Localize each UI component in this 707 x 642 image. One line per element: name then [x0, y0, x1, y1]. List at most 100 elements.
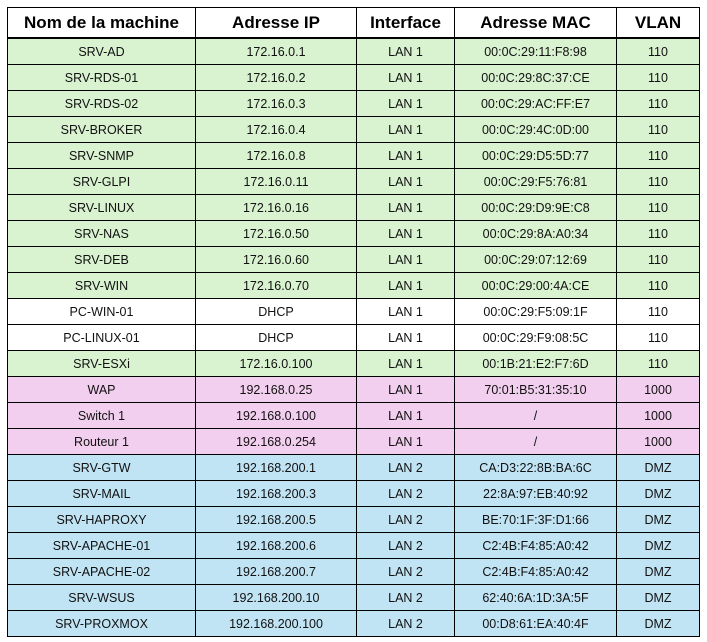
network-inventory: Nom de la machine Adresse IP Interface A…	[7, 7, 700, 637]
cell-interface: LAN 2	[356, 610, 455, 637]
cell-mac-address: 00:0C:29:4C:0D:00	[454, 116, 617, 143]
cell-interface: LAN 2	[356, 506, 455, 533]
cell-interface: LAN 1	[356, 350, 455, 377]
cell-ip-address: 192.168.200.10	[195, 584, 357, 611]
cell-ip-address: 192.168.200.5	[195, 506, 357, 533]
cell-ip-address: DHCP	[195, 324, 357, 351]
table-row: SRV-WIN 172.16.0.70 LAN 1 00:0C:29:00:4A:CE…	[7, 272, 700, 299]
cell-ip-address: 192.168.200.7	[195, 558, 357, 585]
cell-machine-name: PC-LINUX-01	[7, 324, 196, 351]
cell-machine-name: SRV-PROXMOX	[7, 610, 196, 637]
table-row: SRV-GTW 192.168.200.1 LAN 2 CA:D3:22:8B:BA:…	[7, 454, 700, 481]
cell-mac-address: 00:0C:29:D5:5D:77	[454, 142, 617, 169]
cell-mac-address: 00:0C:29:07:12:69	[454, 246, 617, 273]
table-row: Switch 1 192.168.0.100 LAN 1/1000	[7, 402, 700, 429]
cell-interface: LAN 1	[356, 376, 455, 403]
cell-ip-address: 172.16.0.100	[195, 350, 357, 377]
cell-vlan: 110	[616, 298, 700, 325]
table-row: SRV-RDS-01 172.16.0.2 LAN 1 00:0C:29:8C:37:…	[7, 64, 700, 91]
cell-machine-name: SRV-GTW	[7, 454, 196, 481]
cell-machine-name: SRV-AD	[7, 37, 196, 65]
cell-ip-address: 172.16.0.50	[195, 220, 357, 247]
table-row: SRV-MAIL 192.168.200.3 LAN 2 22:8A:97:EB:40…	[7, 480, 700, 507]
cell-mac-address: 00:0C:29:8A:A0:34	[454, 220, 617, 247]
table-row: SRV-RDS-02 172.16.0.3 LAN 1 00:0C:29:AC:FF:…	[7, 90, 700, 117]
header-vlan: VLAN	[616, 7, 700, 39]
cell-ip-address: 192.168.0.25	[195, 376, 357, 403]
cell-mac-address: 70:01:B5:31:35:10	[454, 376, 617, 403]
cell-vlan: 110	[616, 116, 700, 143]
cell-vlan: 110	[616, 37, 700, 65]
table-row: PC-LINUX-01 DHCP LAN 1 00:0C:29:F9:08:5C 110	[7, 324, 700, 351]
cell-vlan: 110	[616, 142, 700, 169]
cell-mac-address: C2:4B:F4:85:A0:42	[454, 532, 617, 559]
cell-ip-address: 192.168.200.100	[195, 610, 357, 637]
cell-mac-address: 00:0C:29:F9:08:5C	[454, 324, 617, 351]
cell-machine-name: SRV-HAPROXY	[7, 506, 196, 533]
cell-ip-address: 172.16.0.3	[195, 90, 357, 117]
header-mac-address: Adresse MAC	[454, 7, 617, 39]
header-interface: Interface	[356, 7, 455, 39]
cell-ip-address: 172.16.0.11	[195, 168, 357, 195]
cell-mac-address: 00:0C:29:8C:37:CE	[454, 64, 617, 91]
header-ip-address: Adresse IP	[195, 7, 357, 39]
cell-interface: LAN 2	[356, 454, 455, 481]
cell-ip-address: 192.168.200.6	[195, 532, 357, 559]
cell-ip-address: 172.16.0.2	[195, 64, 357, 91]
cell-interface: LAN 1	[356, 142, 455, 169]
cell-interface: LAN 1	[356, 402, 455, 429]
cell-machine-name: SRV-APACHE-01	[7, 532, 196, 559]
cell-mac-address: CA:D3:22:8B:BA:6C	[454, 454, 617, 481]
header-machine-name: Nom de la machine	[7, 7, 196, 39]
cell-interface: LAN 1	[356, 220, 455, 247]
cell-ip-address: 172.16.0.1	[195, 37, 357, 65]
cell-vlan: 110	[616, 64, 700, 91]
cell-mac-address: C2:4B:F4:85:A0:42	[454, 558, 617, 585]
cell-machine-name: SRV-LINUX	[7, 194, 196, 221]
cell-machine-name: SRV-MAIL	[7, 480, 196, 507]
cell-ip-address: 172.16.0.8	[195, 142, 357, 169]
cell-mac-address: 00:1B:21:E2:F7:6D	[454, 350, 617, 377]
cell-machine-name: SRV-ESXi	[7, 350, 196, 377]
cell-machine-name: PC-WIN-01	[7, 298, 196, 325]
machine-table: Nom de la machine Adresse IP Interface A…	[7, 7, 700, 637]
cell-vlan: 110	[616, 324, 700, 351]
cell-machine-name: SRV-WSUS	[7, 584, 196, 611]
cell-vlan: DMZ	[616, 584, 700, 611]
cell-mac-address: 00:0C:29:AC:FF:E7	[454, 90, 617, 117]
cell-machine-name: SRV-GLPI	[7, 168, 196, 195]
header-row: Nom de la machine Adresse IP Interface A…	[7, 7, 700, 39]
cell-interface: LAN 1	[356, 168, 455, 195]
cell-ip-address: 172.16.0.16	[195, 194, 357, 221]
table-row: SRV-SNMP 172.16.0.8 LAN 1 00:0C:29:D5:5D:77…	[7, 142, 700, 169]
cell-interface: LAN 2	[356, 584, 455, 611]
table-row: SRV-BROKER 172.16.0.4 LAN 1 00:0C:29:4C:0D:…	[7, 116, 700, 143]
cell-interface: LAN 2	[356, 480, 455, 507]
cell-machine-name: SRV-BROKER	[7, 116, 196, 143]
table-row: SRV-LINUX 172.16.0.16 LAN 1 00:0C:29:D9:9E:…	[7, 194, 700, 221]
cell-vlan: 110	[616, 246, 700, 273]
cell-interface: LAN 1	[356, 246, 455, 273]
cell-machine-name: SRV-RDS-02	[7, 90, 196, 117]
cell-interface: LAN 1	[356, 428, 455, 455]
cell-interface: LAN 2	[356, 532, 455, 559]
cell-machine-name: WAP	[7, 376, 196, 403]
table-row: SRV-PROXMOX 192.168.200.100 LAN 2 00:D8:61:…	[7, 610, 700, 637]
cell-vlan: 1000	[616, 402, 700, 429]
cell-interface: LAN 1	[356, 116, 455, 143]
cell-ip-address: 172.16.0.60	[195, 246, 357, 273]
cell-interface: LAN 1	[356, 64, 455, 91]
cell-vlan: DMZ	[616, 610, 700, 637]
table-row: SRV-APACHE-01 192.168.200.6 LAN 2 C2:4B:F4:…	[7, 532, 700, 559]
cell-machine-name: SRV-APACHE-02	[7, 558, 196, 585]
table-row: SRV-HAPROXY 192.168.200.5 LAN 2 BE:70:1F:3F…	[7, 506, 700, 533]
cell-machine-name: SRV-RDS-01	[7, 64, 196, 91]
cell-vlan: DMZ	[616, 532, 700, 559]
cell-machine-name: SRV-SNMP	[7, 142, 196, 169]
cell-interface: LAN 1	[356, 194, 455, 221]
cell-vlan: 1000	[616, 428, 700, 455]
cell-interface: LAN 1	[356, 298, 455, 325]
table-row: SRV-ESXi 172.16.0.100 LAN 1 00:1B:21:E2:F7:…	[7, 350, 700, 377]
cell-machine-name: SRV-NAS	[7, 220, 196, 247]
cell-ip-address: DHCP	[195, 298, 357, 325]
